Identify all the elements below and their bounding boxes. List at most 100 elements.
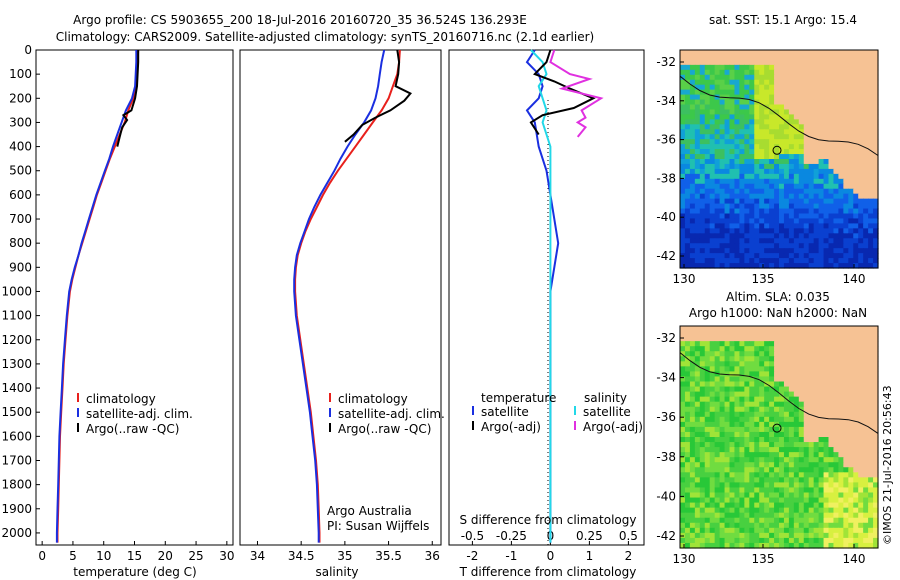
map-cell: [684, 173, 691, 180]
map-cell: [803, 346, 810, 352]
map-cell: [848, 431, 854, 438]
map-cell: [863, 426, 869, 433]
map-cell: [813, 213, 820, 220]
map-cell: [739, 263, 745, 269]
map-cell: [734, 542, 740, 549]
map-cell: [853, 487, 859, 494]
map-cell: [704, 238, 711, 244]
map-cell: [843, 173, 849, 180]
map-cell: [699, 421, 706, 428]
map-cell: [769, 537, 775, 544]
map-cell: [808, 263, 815, 269]
map-cell: [779, 527, 785, 534]
map-cell: [719, 129, 726, 135]
map-cell: [729, 203, 736, 210]
xtick-label: -1: [505, 549, 517, 563]
map-cell: [843, 391, 849, 398]
map-cell: [774, 457, 780, 463]
map-cell: [868, 346, 874, 352]
map-cell: [724, 248, 731, 254]
map-cell: [873, 253, 879, 259]
map-cell: [783, 248, 790, 254]
map-cell: [680, 406, 686, 413]
map-cell: [808, 243, 815, 249]
map-cell: [803, 391, 810, 398]
map-cell: [714, 104, 721, 111]
map-cell: [759, 243, 765, 249]
map-cell: [868, 203, 874, 210]
map-cell: [863, 94, 869, 101]
map-cell: [793, 119, 800, 125]
map-cell: [843, 238, 849, 244]
map-cell: [759, 482, 765, 489]
map-cell: [754, 228, 760, 234]
map-cell: [734, 457, 740, 463]
map-cell: [680, 492, 686, 499]
map-cell: [793, 223, 800, 229]
map-cell: [694, 154, 701, 160]
map-cell: [694, 248, 701, 254]
map-cell: [868, 477, 874, 484]
map-cell: [843, 457, 849, 463]
map-cell: [724, 79, 731, 86]
map-cell: [719, 537, 726, 544]
map-cell: [783, 238, 790, 244]
map-cell: [863, 376, 869, 383]
map-cell: [828, 512, 835, 519]
map-cell: [744, 482, 750, 489]
map-cell: [694, 159, 701, 165]
map-cell: [719, 188, 726, 195]
map-cell: [803, 258, 810, 264]
map-cell: [828, 188, 835, 195]
map-cell: [793, 238, 800, 244]
map-cell: [754, 452, 760, 458]
map-cell: [694, 386, 701, 393]
map-cell: [719, 391, 726, 398]
map-cell: [863, 149, 869, 155]
map-cell: [754, 154, 760, 160]
map-cell: [704, 416, 711, 423]
map-cell: [680, 477, 686, 484]
map-cell: [818, 371, 825, 378]
map-cell: [843, 532, 849, 539]
map-cell: [684, 233, 691, 239]
map-cell: [739, 537, 745, 544]
map-cell: [724, 74, 731, 81]
map-cell: [689, 54, 696, 61]
map-cell: [739, 517, 745, 524]
map-cell: [749, 381, 755, 388]
map-cell: [853, 193, 859, 200]
map-cell: [749, 401, 755, 408]
map-cell: [873, 346, 879, 352]
ytick-label: 1600: [1, 429, 32, 443]
map-cell: [803, 248, 810, 254]
map-cell: [833, 178, 839, 185]
map-cell: [719, 431, 726, 438]
map-cell: [699, 346, 706, 352]
map-cell: [774, 537, 780, 544]
map-cell: [699, 64, 706, 71]
map-cell: [873, 213, 879, 220]
map-cell: [724, 411, 731, 418]
map-cell: [739, 341, 745, 347]
map-cell: [759, 203, 765, 210]
map-cell: [684, 59, 691, 66]
map-cell: [833, 356, 839, 362]
map-cell: [813, 532, 820, 539]
map-cell: [764, 163, 770, 170]
map-cell: [744, 467, 750, 473]
legend-label: satellite-adj. clim.: [86, 407, 193, 421]
map-cell: [774, 203, 780, 210]
map-cell: [838, 527, 844, 534]
map-cell: [684, 472, 691, 478]
map-cell: [798, 144, 805, 150]
map-cell: [704, 341, 711, 347]
map-cell: [783, 89, 790, 96]
map-cell: [684, 366, 691, 373]
map-cell: [744, 401, 750, 408]
map-cell: [863, 54, 869, 61]
map-cell: [734, 356, 740, 362]
map-cell: [779, 447, 785, 453]
map-cell: [754, 203, 760, 210]
map-cell: [774, 346, 780, 352]
